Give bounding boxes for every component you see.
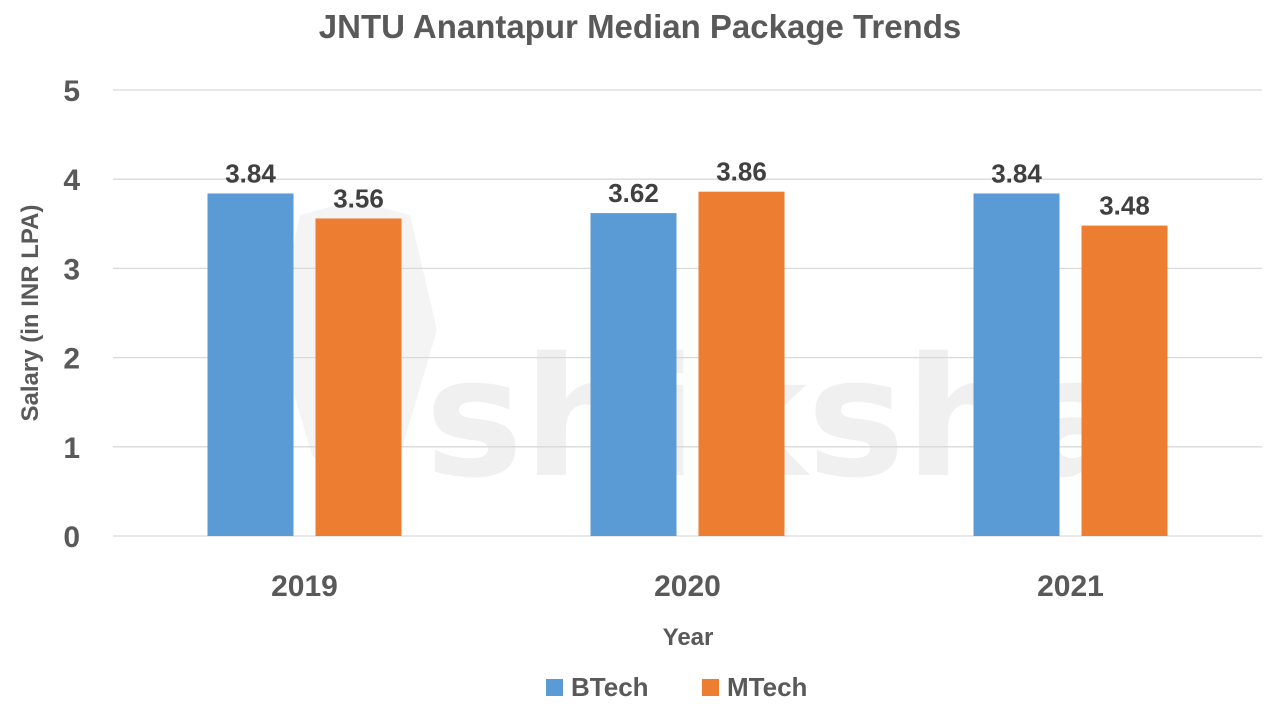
bar-btech-2019 [207, 193, 294, 537]
y-tick-label: 5 [63, 75, 80, 108]
y-tick-label: 1 [63, 432, 80, 465]
legend-label-mtech: MTech [727, 672, 807, 702]
legend-swatch-btech [546, 679, 563, 696]
bar-mtech-2021 [1081, 225, 1168, 537]
y-tick-label: 3 [63, 253, 80, 286]
gridlines [113, 89, 1262, 537]
data-label-btech-2021: 3.84 [991, 158, 1042, 188]
x-axis-ticks: 2019 2020 2021 [271, 570, 1104, 603]
y-axis-label: Salary (in INR LPA) [17, 205, 44, 422]
bar-btech-2021 [973, 193, 1060, 537]
legend-swatch-mtech [702, 679, 719, 696]
data-label-btech-2019: 3.84 [225, 158, 276, 188]
data-label-mtech-2021: 3.48 [1099, 191, 1150, 221]
y-tick-label: 0 [63, 521, 80, 554]
y-tick-label: 2 [63, 343, 80, 376]
x-tick-label: 2020 [654, 570, 721, 603]
data-label-mtech-2019: 3.56 [333, 183, 384, 213]
legend: BTech MTech [546, 672, 807, 702]
y-axis-ticks: 0 1 2 3 4 5 [63, 75, 80, 554]
y-tick-label: 4 [63, 164, 80, 197]
bar-mtech-2020 [698, 191, 785, 537]
legend-label-btech: BTech [571, 672, 649, 702]
data-label-btech-2020: 3.62 [608, 178, 659, 208]
chart-title: JNTU Anantapur Median Package Trends [319, 8, 961, 45]
bars [207, 191, 1168, 537]
bar-btech-2020 [590, 213, 677, 536]
x-tick-label: 2021 [1037, 570, 1104, 603]
x-axis-label: Year [663, 624, 714, 651]
x-tick-label: 2019 [271, 570, 338, 603]
bar-mtech-2019 [315, 218, 402, 536]
data-label-mtech-2020: 3.86 [716, 157, 767, 187]
data-labels: 3.84 3.56 3.62 3.86 3.84 3.48 [225, 157, 1150, 221]
